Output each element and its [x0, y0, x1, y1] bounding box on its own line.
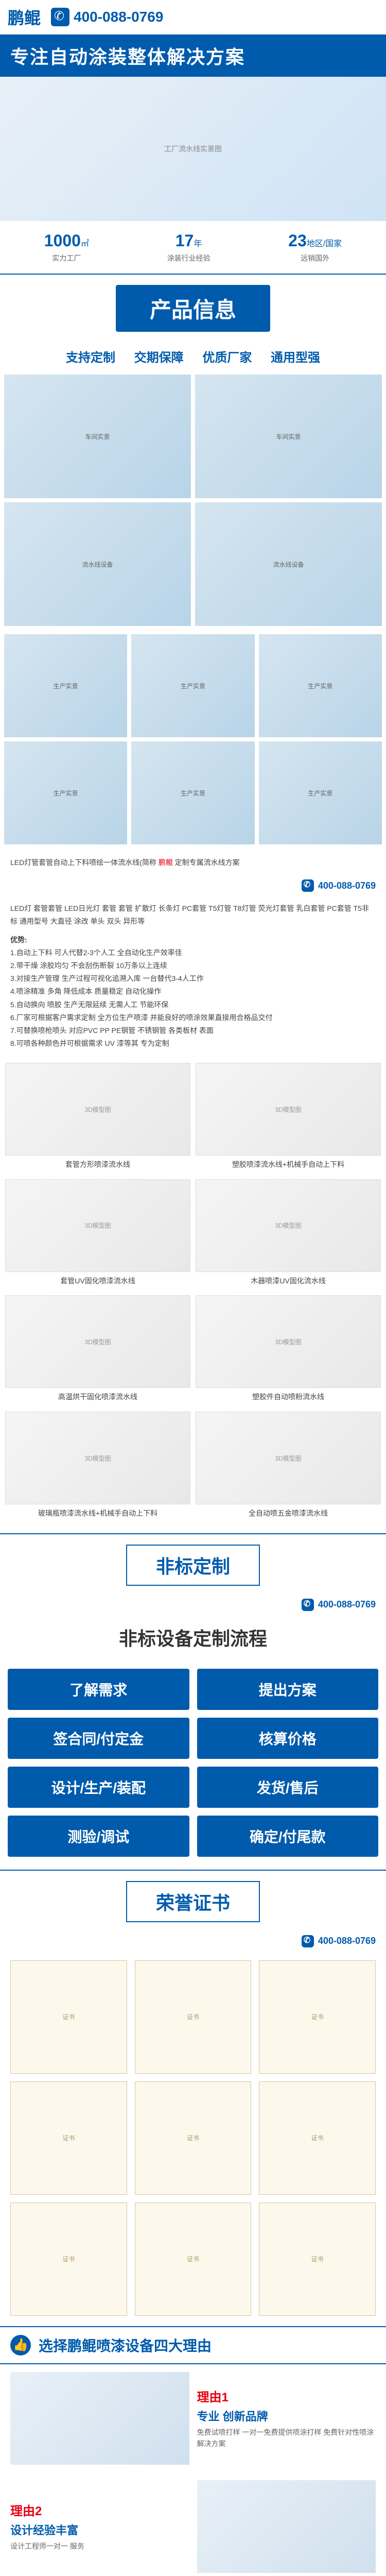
certificate: 证书	[135, 2081, 252, 2195]
phone-icon	[51, 8, 69, 26]
header-phone[interactable]: 400-088-0769	[51, 8, 163, 26]
certificate: 证书	[259, 2202, 376, 2316]
certificate: 证书	[10, 2081, 127, 2195]
cert-grid: 证书 证书 证书 证书 证书 证书 证书 证书 证书	[0, 1950, 386, 2326]
factory-photo: 生产实景	[4, 741, 127, 844]
certificate: 证书	[10, 1960, 127, 2074]
certificate: 证书	[10, 2202, 127, 2316]
factory-photos-1: 车间实景 车间实景 流水线设备 流水线设备	[0, 370, 386, 630]
custom-title: 非标定制	[126, 1545, 260, 1586]
model-item: 3D模型图全自动喷五金喷漆流水线	[196, 1412, 381, 1523]
model-item: 3D模型图木器喷漆UV固化流水线	[196, 1179, 381, 1291]
hero-image: 工厂流水线实景图	[0, 77, 386, 221]
stat-area: 1000㎡ 实力工厂	[44, 231, 89, 263]
certificate: 证书	[135, 2202, 252, 2316]
phone-line-3[interactable]: 400-088-0769	[0, 1933, 386, 1950]
product-info-title: 产品信息	[116, 285, 270, 332]
factory-photo: 生产实景	[131, 634, 254, 737]
product-applications: LED灯 套管套管 LED日光灯 套管 套管 扩散灯 长条灯 PC套管 T5灯管…	[0, 894, 386, 1058]
factory-photo: 生产实景	[259, 634, 382, 737]
model-item: 3D模型图高温烘干固化喷漆流水线	[5, 1295, 190, 1406]
factory-photo: 生产实景	[131, 741, 254, 844]
process-step: 测验/调试	[8, 1816, 189, 1857]
reason-image	[10, 2372, 189, 2465]
cert-title: 荣誉证书	[126, 1881, 260, 1922]
process-step: 提出方案	[197, 1669, 379, 1710]
stat-regions: 23地区/国家 远销国外	[288, 231, 342, 263]
factory-photos-2: 生产实景 生产实景 生产实景 生产实景 生产实景 生产实景	[0, 630, 386, 849]
factory-photo: 车间实景	[195, 375, 382, 498]
process-step: 核算价格	[197, 1718, 379, 1759]
process-step: 了解需求	[8, 1669, 189, 1710]
reasons-title: 选择鹏鲲喷漆设备四大理由	[39, 2335, 212, 2355]
process-step: 确定/付尾款	[197, 1816, 379, 1857]
certificate: 证书	[135, 1960, 252, 2074]
factory-photo: 车间实景	[4, 375, 191, 498]
factory-photo: 流水线设备	[195, 502, 382, 626]
phone-line-2[interactable]: 400-088-0769	[0, 1596, 386, 1614]
model-item: 3D模型图塑胶件自动喷粉流水线	[196, 1295, 381, 1406]
phone-icon	[302, 1599, 314, 1611]
reasons-header: 👍 选择鹏鲲喷漆设备四大理由	[0, 2326, 386, 2364]
model-item: 3D模型图套管方形喷漆流水线	[5, 1063, 190, 1174]
process-step: 设计/生产/装配	[8, 1767, 189, 1808]
phone-line-1[interactable]: 400-088-0769	[0, 877, 386, 894]
factory-photo: 生产实景	[259, 741, 382, 844]
logo: 鹏鲲	[8, 5, 41, 29]
reason-1: 理由1 专业 创新品牌 免费试喷打样 一对一免费提供喷涂打样 免费针对性喷涂解决…	[0, 2364, 386, 2472]
banner-title: 专注自动涂装整体解决方案	[10, 42, 376, 69]
process-title: 非标设备定制流程	[0, 1614, 386, 1661]
certificate: 证书	[259, 1960, 376, 2074]
factory-photo: 流水线设备	[4, 502, 191, 626]
phone-number: 400-088-0769	[74, 9, 163, 25]
product-description: LED灯管套管自动上下料喷绘一体流水线(简称 鹏鲲 定制专属流水线方案	[0, 849, 386, 877]
header: 鹏鲲 400-088-0769	[0, 0, 386, 35]
model-grid: 3D模型图套管方形喷漆流水线 3D模型图塑胶喷漆流水线+机械手自动上下料 3D模…	[0, 1058, 386, 1528]
model-item: 3D模型图玻璃瓶喷漆流水线+机械手自动上下料	[5, 1412, 190, 1523]
process-step: 签合同/付定金	[8, 1718, 189, 1759]
certificate: 证书	[259, 2081, 376, 2195]
stat-years: 17年 涂装行业经验	[167, 231, 210, 263]
banner: 专注自动涂装整体解决方案	[0, 35, 386, 77]
reason-image	[197, 2480, 376, 2573]
process-step: 发货/售后	[197, 1767, 379, 1808]
thumbs-up-icon: 👍	[10, 2335, 31, 2355]
reason-2: 理由2 设计经验丰富 设计工程师一对一 服务	[0, 2472, 386, 2576]
factory-photo: 生产实景	[4, 634, 127, 737]
stats-bar: 1000㎡ 实力工厂 17年 涂装行业经验 23地区/国家 远销国外	[0, 221, 386, 275]
model-item: 3D模型图塑胶喷漆流水线+机械手自动上下料	[196, 1063, 381, 1174]
model-item: 3D模型图套管UV固化喷漆流水线	[5, 1179, 190, 1291]
phone-icon	[302, 1935, 314, 1947]
process-grid: 了解需求 提出方案 签合同/付定金 核算价格 设计/生产/装配 发货/售后 测验…	[0, 1661, 386, 1865]
product-tags: 支持定制 交期保障 优质厂家 通用型强	[0, 342, 386, 370]
phone-icon	[302, 879, 314, 892]
